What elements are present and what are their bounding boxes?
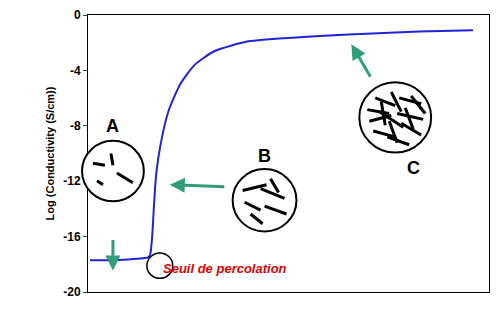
svg-text:-4: -4 <box>70 64 81 78</box>
svg-text:-8: -8 <box>70 119 81 133</box>
svg-text:B: B <box>258 146 271 166</box>
svg-text:-12: -12 <box>63 174 81 188</box>
svg-text:0: 0 <box>74 8 81 22</box>
svg-text:-16: -16 <box>63 230 81 244</box>
svg-text:Seuil de percolation: Seuil de percolation <box>163 261 287 276</box>
svg-text:-20: -20 <box>63 285 81 299</box>
svg-text:A: A <box>106 116 119 136</box>
svg-text:C: C <box>407 158 420 178</box>
svg-text:Log (Conductivity (S/cm)): Log (Conductivity (S/cm)) <box>44 86 56 220</box>
